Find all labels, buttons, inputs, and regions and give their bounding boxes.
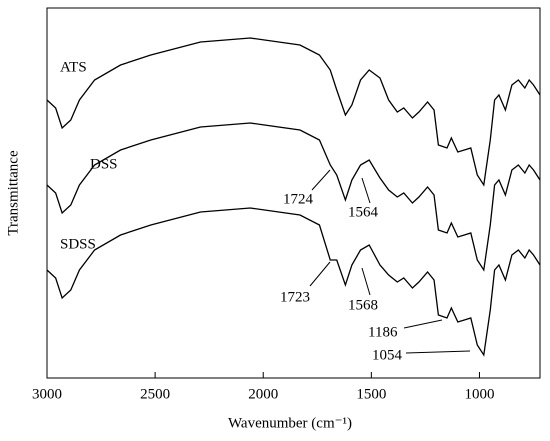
series-label: DSS [90,156,118,172]
x-tick-label: 1500 [356,386,386,402]
series-label: SDSS [60,236,96,252]
spectrum-line [46,37,541,187]
annotation-leader [311,169,331,191]
annotation: 1054 [372,347,403,363]
annotation: 1723 [280,289,310,305]
x-tick-label: 2500 [140,386,170,402]
annotation-leader [309,261,331,287]
plot-frame [46,7,541,379]
annotation-leader [403,319,443,329]
annotation-leader [405,350,471,354]
annotation: 1564 [348,204,379,220]
annotation: 1568 [348,297,378,313]
spectrum-line [46,207,541,357]
annotation: 1724 [283,191,314,207]
y-axis-label: Transmittance [5,150,21,236]
x-tick-label: 2000 [248,386,278,402]
annotation-leader [361,267,371,296]
spectrum-line [46,122,541,272]
x-tick-label: 1000 [464,386,494,402]
annotation: 1186 [368,324,398,340]
x-tick-label: 3000 [32,386,62,402]
annotation-leader [361,177,371,204]
x-axis-label: Wavenumber (cm⁻¹) [228,415,352,431]
series-label: ATS [60,59,87,75]
